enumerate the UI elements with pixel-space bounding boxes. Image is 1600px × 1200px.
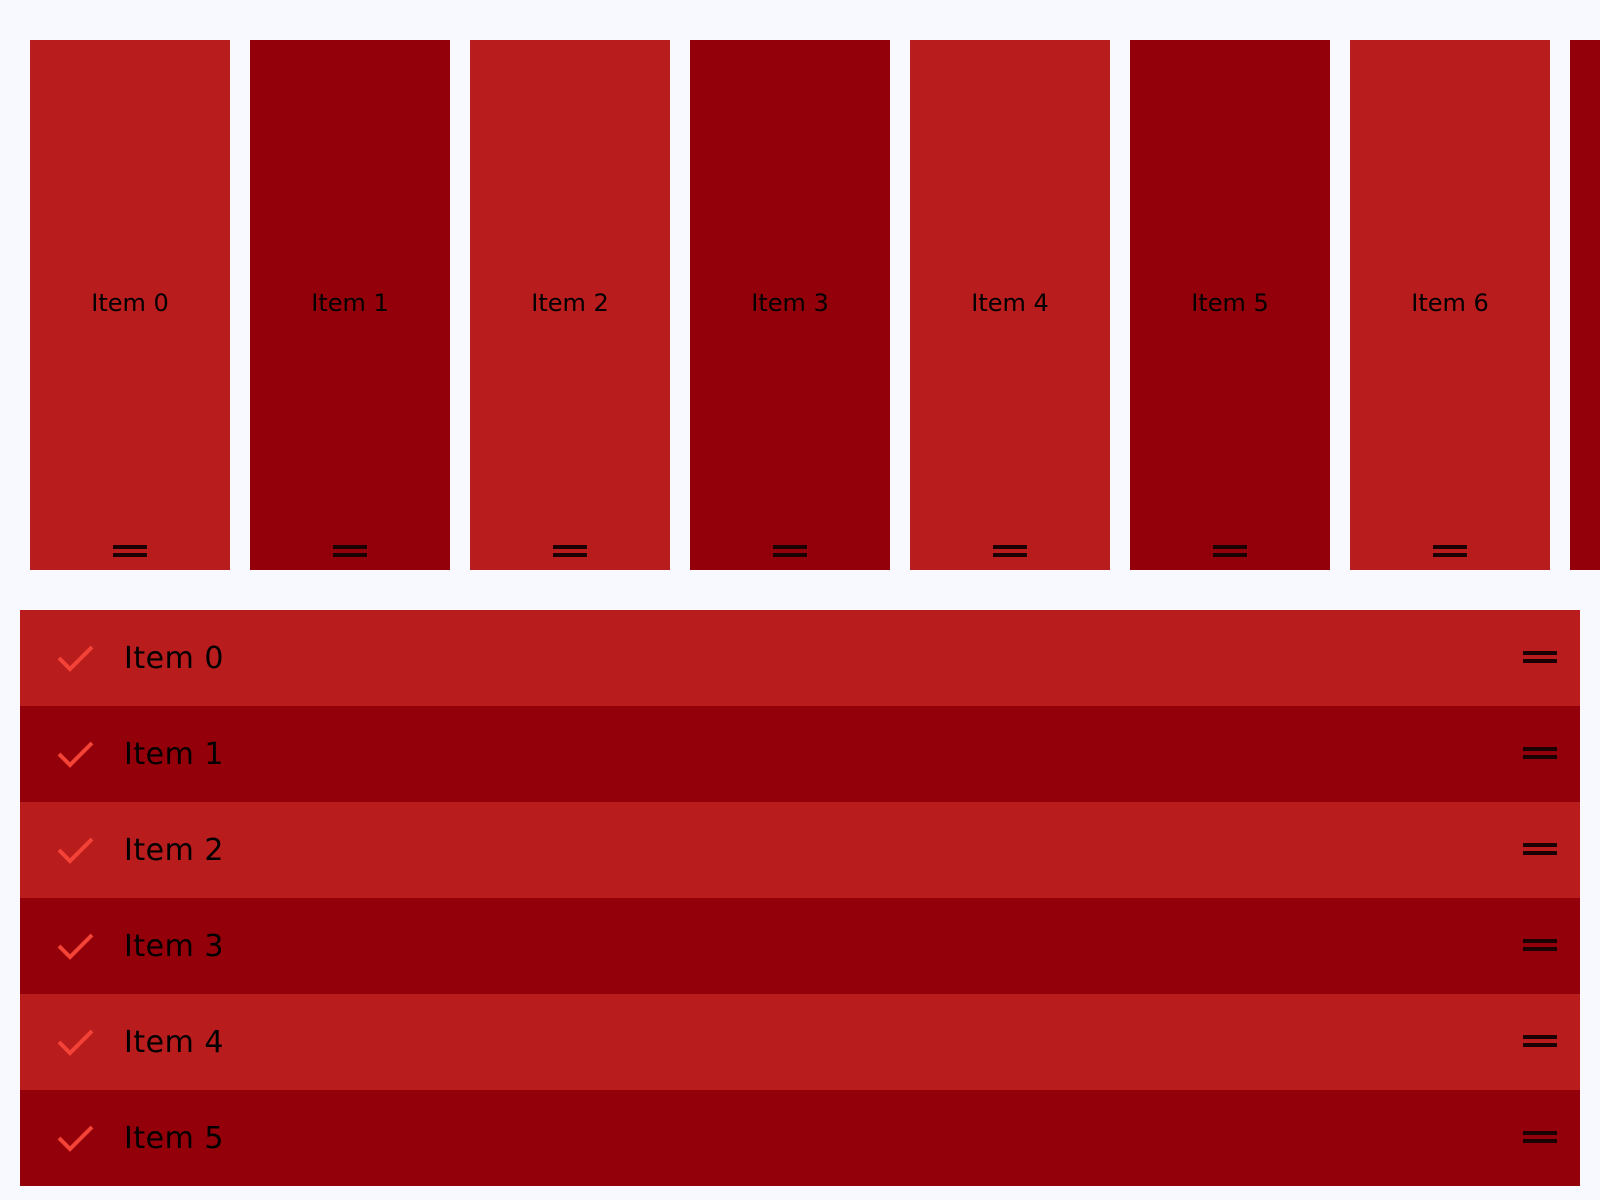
drag-handle-icon[interactable] <box>1523 746 1557 760</box>
horizontal-list-item[interactable]: Item 2 <box>470 40 670 570</box>
check-icon[interactable] <box>56 1120 96 1156</box>
horizontal-list-item[interactable]: Item 4 <box>910 40 1110 570</box>
item-label: Item 1 <box>124 736 224 772</box>
horizontal-list-item[interactable]: Item 3 <box>690 40 890 570</box>
list-item[interactable]: Item 1 <box>20 706 1580 802</box>
drag-handle-icon[interactable] <box>1523 842 1557 856</box>
drag-handle-icon[interactable] <box>1523 650 1557 664</box>
horizontal-reorderable-list[interactable]: Item 0 Item 1 Item 2 Item 3 Item 4 Item 5 Item… <box>0 40 1600 570</box>
item-label: Item 2 <box>124 832 224 868</box>
drag-handle-icon[interactable] <box>1523 938 1557 952</box>
item-label: Item 2 <box>531 289 609 317</box>
item-label: Item 5 <box>1191 289 1269 317</box>
drag-handle-icon[interactable] <box>113 544 147 558</box>
list-item[interactable]: Item 2 <box>20 802 1580 898</box>
item-label: Item 6 <box>1411 289 1489 317</box>
check-icon[interactable] <box>56 1024 96 1060</box>
check-icon[interactable] <box>56 832 96 868</box>
list-item[interactable]: Item 0 <box>20 610 1580 706</box>
item-label: Item 3 <box>751 289 829 317</box>
list-item[interactable]: Item 5 <box>20 1090 1580 1186</box>
horizontal-list-item[interactable]: Item 6 <box>1350 40 1550 570</box>
check-icon[interactable] <box>56 928 96 964</box>
item-label: Item 0 <box>124 640 224 676</box>
drag-handle-icon[interactable] <box>1523 1034 1557 1048</box>
horizontal-list-item[interactable]: Item 1 <box>250 40 450 570</box>
item-label: Item 4 <box>124 1024 224 1060</box>
list-item[interactable]: Item 3 <box>20 898 1580 994</box>
drag-handle-icon[interactable] <box>773 544 807 558</box>
item-label: Item 3 <box>124 928 224 964</box>
item-label: Item 4 <box>971 289 1049 317</box>
drag-handle-icon[interactable] <box>993 544 1027 558</box>
check-icon[interactable] <box>56 736 96 772</box>
list-item[interactable]: Item 4 <box>20 994 1580 1090</box>
horizontal-list-item[interactable] <box>1570 40 1600 570</box>
drag-handle-icon[interactable] <box>553 544 587 558</box>
vertical-reorderable-list[interactable]: Item 0 Item 1 Item 2 Item 3 Item 4 Item 5 <box>20 610 1580 1186</box>
item-label: Item 5 <box>124 1120 224 1156</box>
item-label: Item 1 <box>311 289 389 317</box>
drag-handle-icon[interactable] <box>1433 544 1467 558</box>
horizontal-list-item[interactable]: Item 0 <box>30 40 230 570</box>
horizontal-list-item[interactable]: Item 5 <box>1130 40 1330 570</box>
drag-handle-icon[interactable] <box>1213 544 1247 558</box>
drag-handle-icon[interactable] <box>1523 1130 1557 1144</box>
item-label: Item 0 <box>91 289 169 317</box>
drag-handle-icon[interactable] <box>333 544 367 558</box>
check-icon[interactable] <box>56 640 96 676</box>
